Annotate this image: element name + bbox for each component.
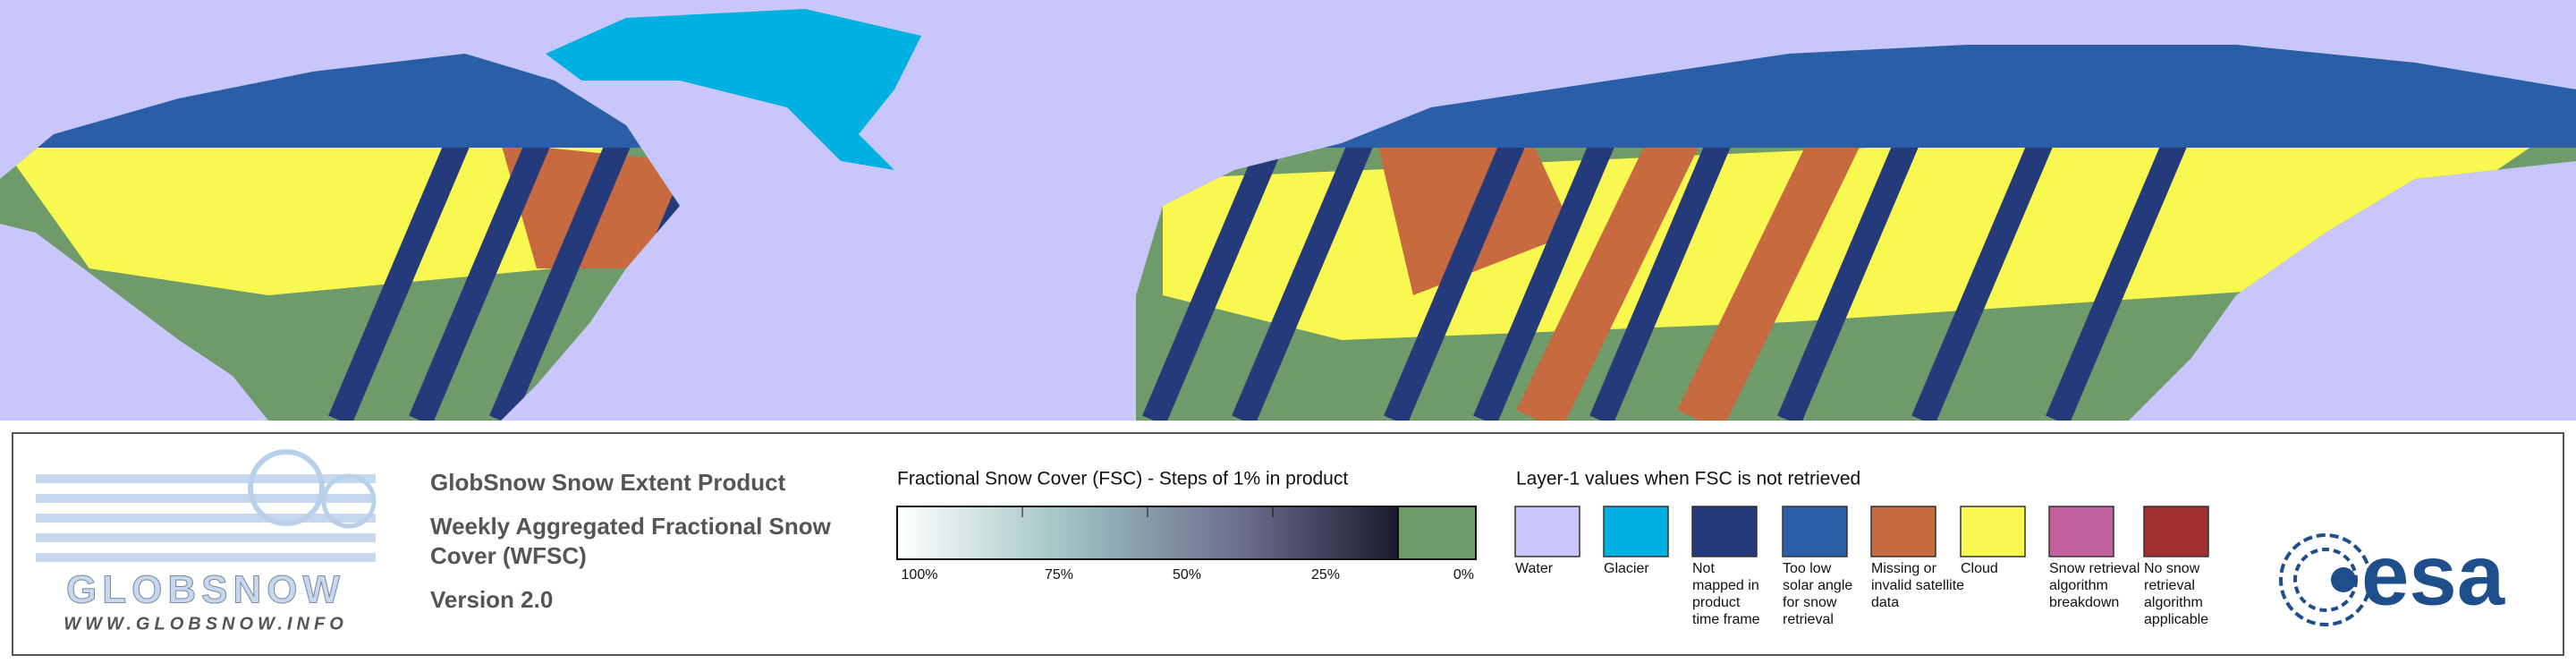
legend-swatch [1870,506,1936,557]
legend-label: retrieval [1783,612,1834,627]
esa-emblem [2279,533,2372,626]
logo-stripe [36,553,376,562]
legend-label: applicable [2144,612,2208,627]
legend-swatch [1514,506,1580,557]
logo-snowflake [321,473,377,529]
product-version: Version 2.0 [430,586,553,613]
legend-label: product [1692,595,1741,610]
colorbar-tick-label: 75% [1045,567,1073,583]
colorbar-tick-label: 0% [1453,567,1474,583]
legend-swatch [1691,506,1758,557]
legend-label: Glacier [1604,561,1649,576]
logo-stripe [36,533,376,542]
legend-label: Cloud [1961,561,1998,576]
legend-swatch [1960,506,2026,557]
legend-label: breakdown [2049,595,2119,610]
colorbar-ticks: 100% 75% 50% 25% 0% [896,506,1474,583]
logo-stripe [36,514,376,523]
legend-label: algorithm [2144,595,2203,610]
colorbar-snow-free [1397,506,1477,560]
legend-label: algorithm [2049,578,2108,593]
legend-swatch [1603,506,1669,557]
legend-label: for snow [1783,595,1837,610]
legend-swatch [2048,506,2114,557]
globsnow-logo: GLOBSNOW WWW.GLOBSNOW.INFO [36,449,377,634]
product-title: GlobSnow Snow Extent Product [430,469,786,496]
legend-label: retrieval [2144,578,2195,593]
product-subtitle: Weekly Aggregated Fractional Snow [430,513,832,540]
esa-emblem [2331,567,2356,592]
legend-label: mapped in [1692,578,1759,593]
greenland-glacier [546,9,921,170]
legend-label: Missing or [1871,561,1937,576]
legend-swatch [1782,506,1848,557]
colorbar-tick-label: 100% [902,567,938,583]
cloud-area [0,134,626,295]
legend-label: solar angle [1783,578,1852,593]
legend-label: Too low [1783,561,1832,576]
legend-label: No snow [2144,561,2200,576]
colorbar-tick-label: 50% [1173,567,1201,583]
missing-stripes [1516,96,1874,421]
colorbar-tick-label: 25% [1311,567,1340,583]
product-subtitle: Cover (WFSC) [430,542,587,569]
logo-stripe [36,474,376,483]
layer1-title: Layer-1 values when FSC is not retrieved [1516,469,1860,489]
agency-name: esa [2361,527,2505,623]
legend-label: Water [1515,561,1554,576]
logo-stripe [36,494,376,503]
esa-logo: esa [2279,527,2505,626]
legend-label: Not [1692,561,1715,576]
layer1-legend: Water Glacier Not mapped in product time fram… [1514,506,2209,627]
legend-label: invalid satellite [1871,578,1964,593]
colorbar-title: Fractional Snow Cover (FSC) - Steps of 1… [897,469,1348,489]
logo-name: GLOBSNOW [66,568,345,612]
legend-label: data [1871,595,1899,610]
legend-label: Snow retrieval [2049,561,2140,576]
legend-swatch [2143,506,2209,557]
legend-label: time frame [1692,612,1760,627]
logo-url: WWW.GLOBSNOW.INFO [64,614,348,634]
logo-snowflake [248,449,325,526]
